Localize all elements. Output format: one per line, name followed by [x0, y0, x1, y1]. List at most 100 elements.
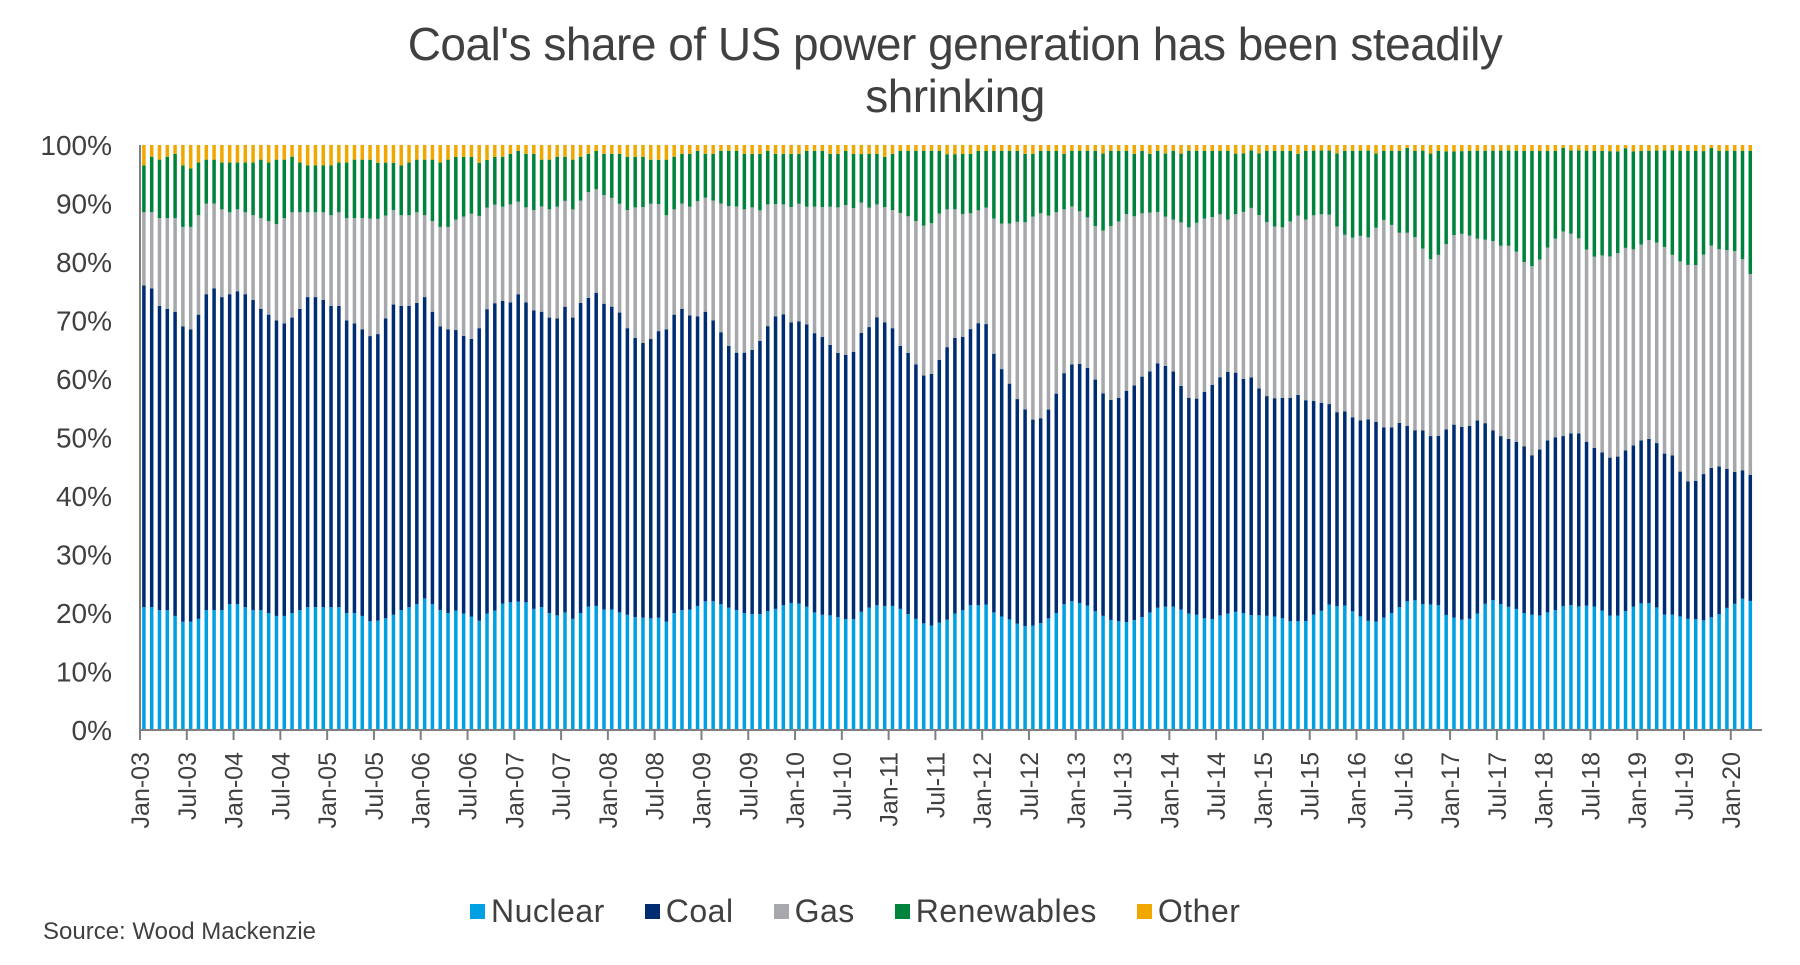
bar-segment-other [407, 145, 411, 163]
bar-segment-gas [1530, 266, 1534, 456]
bar-segment-nuclear [1327, 604, 1331, 730]
bar-segment-other [1615, 145, 1620, 152]
bar-segment-nuclear [1319, 610, 1324, 730]
bar-segment-other [1288, 145, 1292, 151]
bar-segment-other [711, 145, 715, 154]
bar-segment-coal [898, 345, 903, 609]
bar-segment-coal [1397, 422, 1402, 608]
bar-segment-coal [1335, 412, 1339, 607]
bar-segment-renewables [734, 150, 739, 207]
bar-segment-gas [625, 210, 630, 329]
bar-segment-gas [376, 218, 380, 335]
bar-segment-gas [867, 207, 871, 328]
legend-item-nuclear: Nuclear [470, 893, 605, 930]
bar-segment-nuclear [1623, 611, 1628, 730]
bar-segment-other [765, 145, 770, 151]
bar-segment-coal [1444, 429, 1448, 615]
bar-segment-other [750, 145, 754, 154]
bar-segment-renewables [1436, 150, 1441, 255]
bar-segment-nuclear [469, 616, 474, 730]
bar-segment-nuclear [196, 618, 201, 730]
bar-segment-other [1467, 145, 1472, 151]
bar-segment-nuclear [1686, 618, 1690, 730]
bar-segment-nuclear [999, 616, 1004, 730]
bar-segment-other [181, 145, 185, 166]
bar-segment-other [1124, 145, 1129, 151]
bar-segment-nuclear [383, 618, 388, 730]
bar-segment-other [804, 145, 809, 151]
bar-segment-gas [1265, 222, 1269, 397]
bar-segment-other [625, 145, 630, 157]
bar-segment-nuclear [804, 606, 809, 730]
bar-segment-gas [1397, 232, 1402, 423]
bar-segment-coal [1623, 450, 1628, 612]
bar-segment-other [602, 145, 606, 154]
bar-segment-nuclear [1693, 619, 1698, 730]
bar-segment-renewables [376, 162, 380, 219]
bar-segment-nuclear [1475, 613, 1480, 730]
legend-swatch [773, 904, 789, 919]
bar-segment-renewables [1693, 151, 1698, 265]
bar-segment-other [594, 145, 598, 151]
bar-segment-coal [1631, 445, 1636, 607]
bar-segment-gas [758, 210, 762, 341]
bar-segment-coal [220, 297, 224, 611]
bar-segment-gas [1335, 226, 1339, 413]
bar-segment-nuclear [906, 614, 910, 730]
bar-segment-nuclear [1514, 608, 1519, 730]
bar-segment-coal [508, 302, 513, 603]
bar-segment-gas [344, 218, 349, 321]
bar-segment-coal [968, 329, 973, 606]
x-tick-label: Jul-08 [642, 752, 670, 820]
bar-segment-renewables [1428, 153, 1433, 260]
bar-segment-other [368, 145, 372, 160]
bar-segment-coal [181, 326, 185, 622]
bar-segment-nuclear [1600, 610, 1604, 730]
bar-segment-nuclear [1561, 606, 1565, 730]
bar-segment-renewables [1732, 150, 1737, 252]
bar-segment-other [1421, 145, 1425, 151]
bar-segment-nuclear [953, 613, 957, 730]
chart-title-line-1: Coal's share of US power generation has … [407, 18, 1503, 70]
bar-segment-gas [1296, 215, 1300, 395]
bar-segment-renewables [430, 159, 435, 222]
bar-segment-renewables [383, 162, 388, 216]
bar-segment-coal [1116, 397, 1121, 622]
bar-segment-nuclear [1241, 613, 1246, 730]
bar-segment-other [1389, 145, 1394, 151]
bar-segment-renewables [1124, 151, 1129, 214]
bar-segment-renewables [1491, 150, 1495, 242]
bar-segment-gas [586, 192, 591, 298]
bar-segment-nuclear [485, 613, 489, 730]
bar-segment-coal [1592, 447, 1597, 607]
bar-segment-gas [227, 212, 232, 295]
bar-segment-other [1460, 145, 1464, 152]
bar-segment-coal [921, 375, 926, 624]
bar-segment-renewables [1499, 150, 1503, 246]
bar-segment-renewables [259, 159, 263, 219]
bar-segment-renewables [1140, 150, 1144, 214]
bar-segment-coal [1421, 430, 1425, 605]
bar-segment-renewables [1288, 150, 1292, 222]
bar-segment-coal [313, 297, 318, 608]
bar-segment-nuclear [266, 613, 271, 730]
bar-segment-coal [610, 306, 614, 610]
bar-segment-nuclear [688, 609, 692, 730]
bar-segment-other [843, 145, 848, 151]
bar-segment-renewables [1054, 150, 1059, 213]
bar-segment-coal [1514, 441, 1519, 609]
bar-segment-other [758, 145, 762, 154]
bar-segment-renewables [313, 165, 318, 213]
bar-segment-renewables [1109, 150, 1113, 227]
bar-segment-other [695, 145, 700, 151]
bar-segment-other [321, 145, 326, 166]
bar-segment-coal [173, 311, 177, 616]
bar-segment-other [859, 145, 864, 155]
bar-segment-coal [1732, 471, 1737, 604]
bar-segment-nuclear [734, 610, 739, 730]
bar-segment-nuclear [493, 610, 497, 730]
bar-segment-coal [1148, 371, 1152, 613]
bar-segment-nuclear [157, 610, 162, 730]
bar-segment-coal [516, 294, 520, 602]
bar-segment-coal [789, 322, 793, 603]
